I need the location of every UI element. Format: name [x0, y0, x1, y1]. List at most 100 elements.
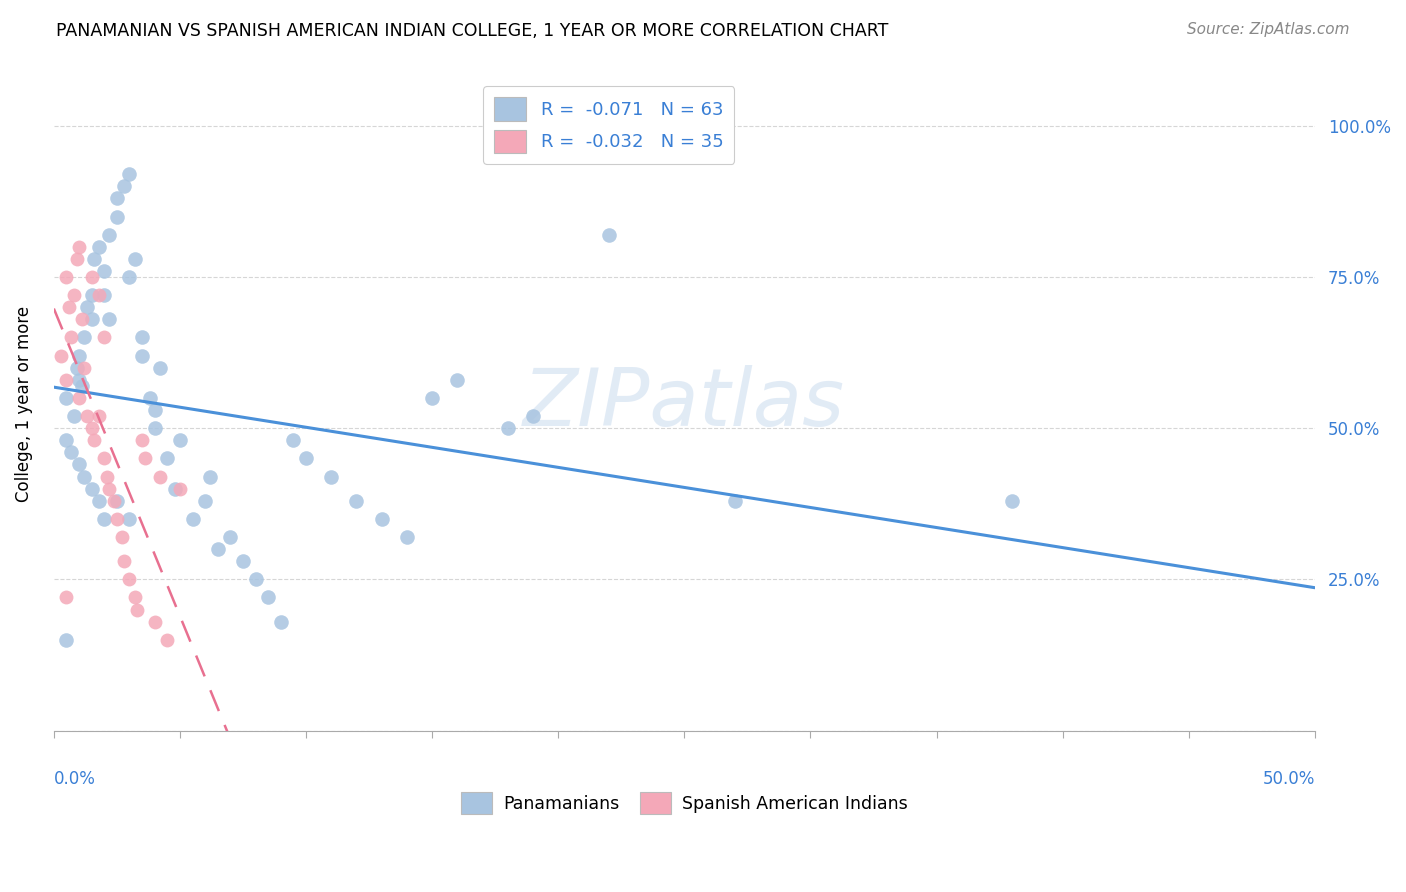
Point	[346, 493, 368, 508]
Point	[295, 451, 318, 466]
Point	[73, 469, 96, 483]
Point	[143, 615, 166, 629]
Point	[370, 512, 392, 526]
Text: Source: ZipAtlas.com: Source: ZipAtlas.com	[1187, 22, 1350, 37]
Point	[134, 451, 156, 466]
Point	[55, 270, 77, 285]
Point	[131, 349, 153, 363]
Y-axis label: College, 1 year or more: College, 1 year or more	[15, 306, 32, 502]
Point	[55, 434, 77, 448]
Point	[149, 360, 172, 375]
Point	[118, 572, 141, 586]
Point	[80, 288, 103, 302]
Point	[181, 512, 204, 526]
Point	[73, 330, 96, 344]
Point	[60, 445, 83, 459]
Point	[598, 227, 620, 242]
Point	[283, 434, 305, 448]
Point	[98, 482, 121, 496]
Point	[76, 300, 98, 314]
Point	[80, 421, 103, 435]
Point	[105, 210, 128, 224]
Text: 0.0%: 0.0%	[53, 770, 96, 788]
Point	[51, 349, 73, 363]
Point	[89, 240, 111, 254]
Point	[163, 482, 186, 496]
Point	[245, 572, 267, 586]
Text: PANAMANIAN VS SPANISH AMERICAN INDIAN COLLEGE, 1 YEAR OR MORE CORRELATION CHART: PANAMANIAN VS SPANISH AMERICAN INDIAN CO…	[56, 22, 889, 40]
Point	[65, 360, 87, 375]
Point	[83, 434, 105, 448]
Point	[124, 591, 146, 605]
Point	[143, 421, 166, 435]
Point	[143, 403, 166, 417]
Point	[80, 312, 103, 326]
Point	[55, 391, 77, 405]
Text: 50.0%: 50.0%	[1263, 770, 1315, 788]
Point	[60, 330, 83, 344]
Point	[98, 227, 121, 242]
Point	[63, 288, 86, 302]
Point	[55, 632, 77, 647]
Point	[89, 288, 111, 302]
Point	[93, 288, 115, 302]
Point	[98, 312, 121, 326]
Point	[232, 554, 254, 568]
Point	[76, 409, 98, 423]
Point	[219, 530, 242, 544]
Point	[93, 264, 115, 278]
Point	[125, 602, 148, 616]
Point	[55, 373, 77, 387]
Point	[395, 530, 418, 544]
Point	[194, 493, 217, 508]
Point	[105, 512, 128, 526]
Point	[114, 554, 136, 568]
Point	[67, 391, 90, 405]
Point	[156, 632, 179, 647]
Point	[496, 421, 519, 435]
Point	[118, 512, 141, 526]
Point	[446, 373, 468, 387]
Point	[420, 391, 443, 405]
Point	[80, 270, 103, 285]
Point	[149, 469, 172, 483]
Point	[93, 512, 115, 526]
Point	[724, 493, 747, 508]
Point	[118, 167, 141, 181]
Point	[138, 391, 160, 405]
Point	[93, 451, 115, 466]
Point	[73, 360, 96, 375]
Text: ZIPatlas: ZIPatlas	[523, 365, 845, 443]
Point	[89, 493, 111, 508]
Point	[80, 482, 103, 496]
Point	[67, 349, 90, 363]
Legend: Panamanians, Spanish American Indians: Panamanians, Spanish American Indians	[454, 785, 914, 822]
Point	[114, 179, 136, 194]
Point	[156, 451, 179, 466]
Point	[96, 469, 118, 483]
Point	[70, 312, 93, 326]
Point	[105, 191, 128, 205]
Point	[198, 469, 221, 483]
Point	[124, 252, 146, 266]
Point	[67, 458, 90, 472]
Point	[131, 330, 153, 344]
Point	[70, 379, 93, 393]
Point	[83, 252, 105, 266]
Point	[169, 434, 191, 448]
Point	[103, 493, 125, 508]
Point	[207, 542, 229, 557]
Point	[63, 409, 86, 423]
Point	[111, 530, 134, 544]
Point	[270, 615, 292, 629]
Point	[118, 270, 141, 285]
Point	[131, 434, 153, 448]
Point	[67, 373, 90, 387]
Point	[67, 240, 90, 254]
Point	[58, 300, 80, 314]
Point	[93, 330, 115, 344]
Point	[105, 493, 128, 508]
Point	[55, 591, 77, 605]
Point	[65, 252, 87, 266]
Point	[169, 482, 191, 496]
